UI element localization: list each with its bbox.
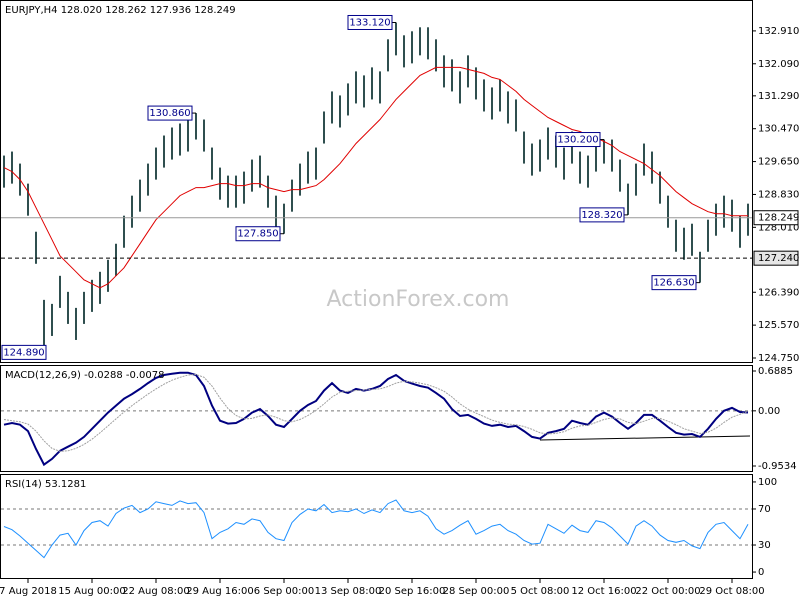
- series-line: [3, 371, 749, 467]
- y-tick-label: 130.470: [758, 124, 799, 135]
- x-tick-label: 7 Aug 2018: [0, 586, 57, 597]
- annotation-box: [147, 105, 193, 121]
- annotation-label: 127.850: [237, 229, 278, 240]
- annotation-label: 128.320: [581, 210, 622, 221]
- y-tick-label: 129.650: [758, 157, 799, 168]
- panel-title: RSI(14) 53.1281: [5, 479, 86, 490]
- annotation-box: [555, 132, 601, 148]
- annotation-box: [347, 14, 393, 30]
- panel-title: MACD(12,26,9) -0.0288 -0.0078: [5, 370, 165, 381]
- y-tick-label: 126.390: [758, 287, 799, 298]
- macd-panel: [0, 365, 753, 472]
- x-tick-label: 15 Aug 00:00: [58, 586, 125, 597]
- x-tick-label: 5 Oct 08:00: [511, 586, 570, 597]
- x-tick-label: 22 Oct 00:00: [635, 586, 700, 597]
- last-price-box: [753, 210, 799, 226]
- x-tick-label: 13 Sep 08:00: [315, 586, 382, 597]
- x-tick-label: 29 Aug 16:00: [186, 586, 253, 597]
- rsi-panel: [0, 474, 753, 579]
- y-tick-label: 0.6885: [758, 366, 793, 377]
- level-box: [753, 250, 799, 266]
- y-tick-label: 128.830: [758, 189, 799, 200]
- annotation-box: [235, 226, 281, 242]
- annotation-label: 126.630: [653, 278, 694, 289]
- annotation-box: [579, 207, 625, 223]
- watermark: ActionForex.com: [327, 287, 510, 312]
- moving-average: [3, 66, 748, 289]
- annotation-box: [1, 344, 47, 360]
- y-tick-label: -0.9534: [758, 461, 797, 472]
- price-panel: [0, 0, 753, 363]
- y-tick-label: 0: [758, 567, 764, 578]
- y-tick-label: 30: [758, 540, 771, 551]
- x-tick-label: 20 Sep 16:00: [379, 586, 446, 597]
- x-tick-label: 22 Aug 08:00: [122, 586, 189, 597]
- y-tick-label: 132.090: [758, 59, 799, 70]
- last-price-label: 128.249: [758, 213, 799, 224]
- y-tick-label: 0.00: [758, 406, 780, 417]
- annotation-label: 130.200: [557, 135, 598, 146]
- y-tick-label: 124.750: [758, 353, 799, 364]
- level-label: 127.240: [758, 253, 799, 264]
- annotation-box: [651, 275, 697, 291]
- series-line: [3, 499, 749, 559]
- panel-title: EURJPY,H4 128.020 128.262 127.936 128.24…: [5, 5, 236, 16]
- y-tick-label: 131.290: [758, 91, 799, 102]
- y-tick-label: 125.570: [758, 320, 799, 331]
- y-tick-label: 70: [758, 504, 771, 515]
- trend-line: [539, 435, 751, 441]
- x-tick-label: 12 Oct 16:00: [571, 586, 636, 597]
- x-tick-label: 28 Sep 00:00: [443, 586, 510, 597]
- x-tick-label: 6 Sep 00:00: [254, 586, 314, 597]
- annotation-label: 124.890: [3, 347, 44, 358]
- series-line: [3, 373, 749, 452]
- y-tick-label: 132.910: [758, 26, 799, 37]
- annotation-label: 133.120: [349, 17, 390, 28]
- y-tick-label: 100: [758, 477, 777, 488]
- x-tick-label: 29 Oct 08:00: [699, 586, 764, 597]
- annotation-label: 130.860: [149, 108, 190, 119]
- y-tick-label: 128.010: [758, 222, 799, 233]
